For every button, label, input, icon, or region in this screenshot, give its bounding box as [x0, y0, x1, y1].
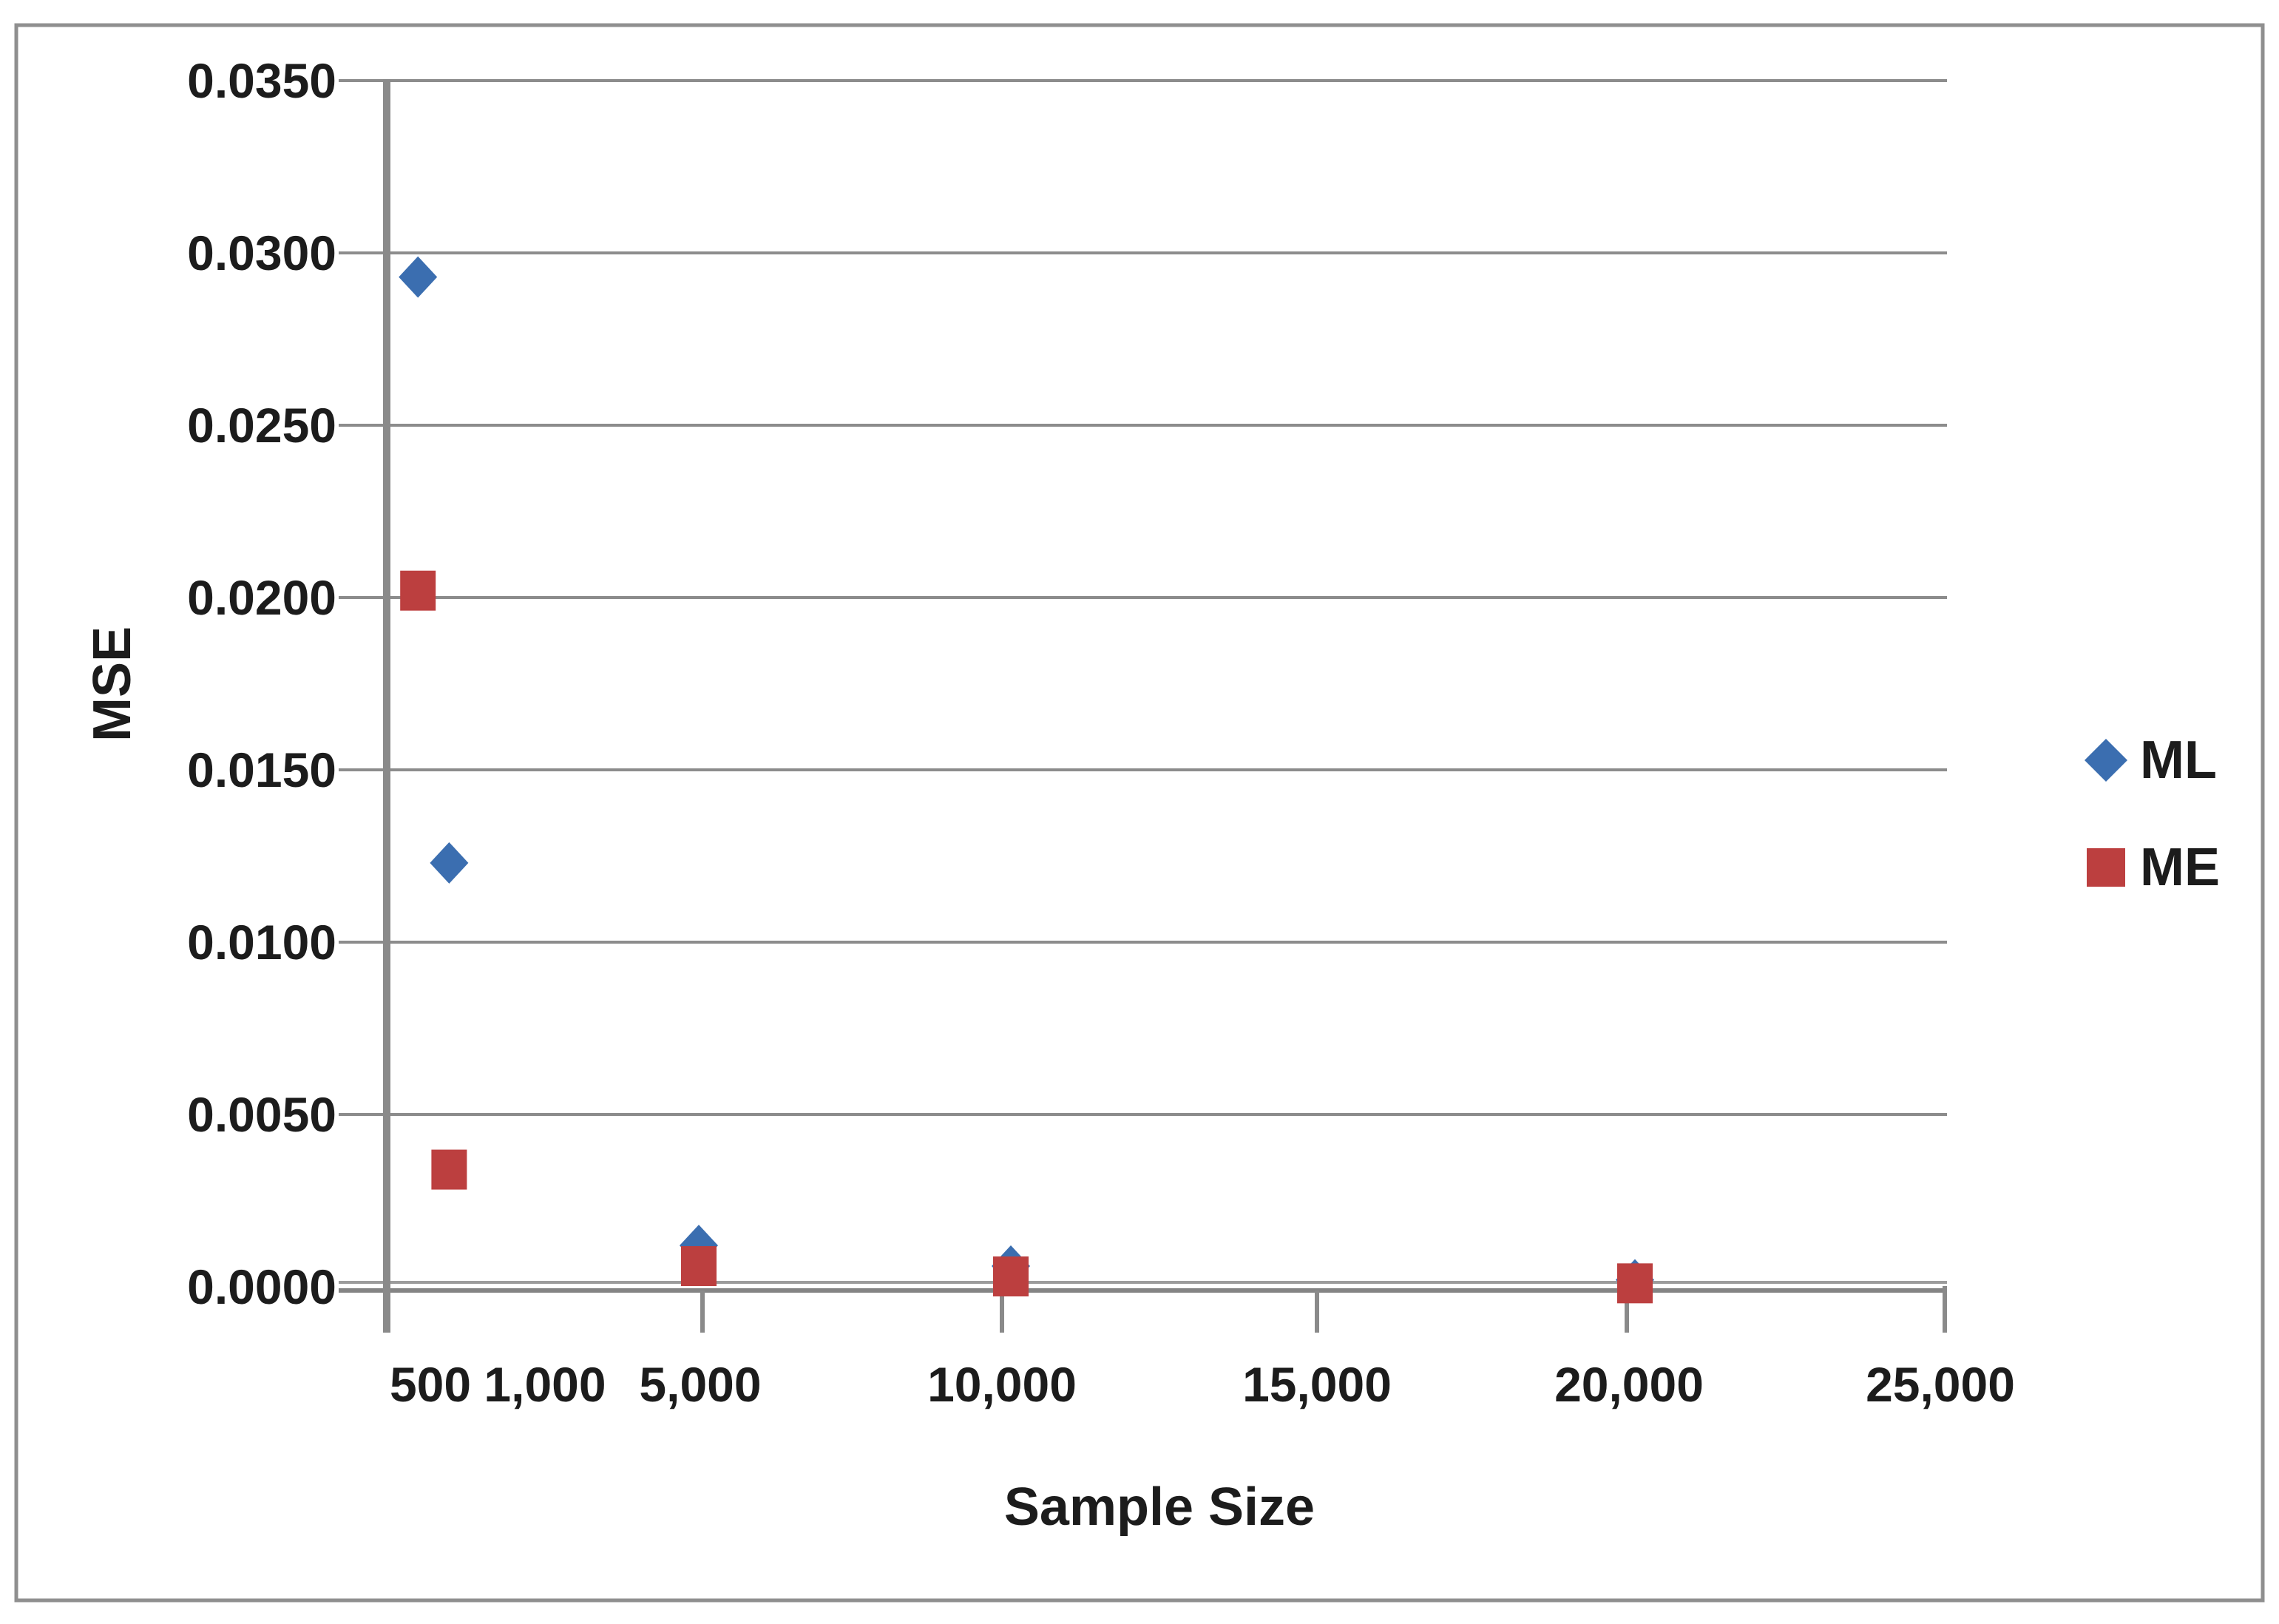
x-tick-label: 500	[390, 1357, 471, 1412]
legend-me-square-icon	[2087, 848, 2125, 887]
data-points-group	[399, 256, 1654, 1304]
x-axis-title: Sample Size	[1004, 1478, 1315, 1537]
x-tick-label: 20,000	[1554, 1357, 1704, 1412]
y-tick-label: 0.0000	[187, 1259, 336, 1314]
x-tick-label: 1,000	[484, 1357, 606, 1412]
me-data-point	[993, 1256, 1029, 1297]
me-data-point	[1617, 1263, 1653, 1304]
axes-group	[339, 79, 1947, 1333]
y-tick-label: 0.0050	[187, 1087, 336, 1142]
y-tick-label: 0.0300	[187, 226, 336, 280]
x-tick-label: 15,000	[1242, 1357, 1392, 1412]
y-tick-label: 0.0200	[187, 570, 336, 625]
figure-border	[14, 23, 2265, 1603]
me-data-point	[431, 1149, 467, 1190]
me-data-point	[681, 1246, 717, 1287]
y-tick-label: 0.0250	[187, 398, 336, 453]
x-tick-label: 25,000	[1866, 1357, 2015, 1412]
y-tick-label: 0.0100	[187, 915, 336, 970]
legend-ml-label: ML	[2140, 731, 2217, 790]
y-axis-title: MSE	[83, 626, 142, 742]
ml-data-point	[399, 256, 438, 298]
y-axis-tick-labels: 0.0000 0.0050 0.0100 0.0150 0.0200 0.0250 0.03…	[187, 53, 336, 1314]
x-ticks-group	[700, 1290, 1629, 1333]
gridlines-group	[339, 79, 1947, 1116]
ml-data-point	[430, 842, 469, 884]
legend-ml-diamond-icon	[2085, 739, 2127, 782]
x-tick-label: 5,000	[639, 1357, 761, 1412]
x-tick-label: 10,000	[927, 1357, 1077, 1412]
legend: ML ME	[2085, 731, 2220, 897]
y-tick-label: 0.0150	[187, 742, 336, 797]
y-tick-label: 0.0350	[187, 53, 336, 108]
me-data-point	[400, 570, 436, 611]
x-axis-tick-labels: 500 1,000 5,000 10,000 15,000 20,000 25,000	[390, 1357, 2015, 1412]
legend-me-label: ME	[2140, 838, 2220, 897]
